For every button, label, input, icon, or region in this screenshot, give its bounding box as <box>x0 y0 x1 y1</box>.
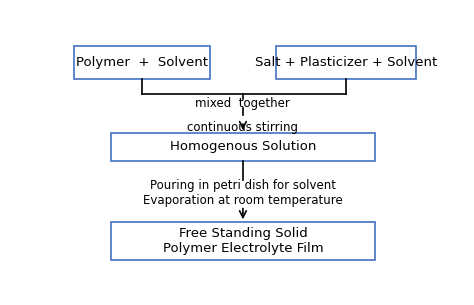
FancyBboxPatch shape <box>110 133 375 161</box>
FancyBboxPatch shape <box>110 222 375 260</box>
Text: continuous stirring: continuous stirring <box>187 120 299 134</box>
FancyBboxPatch shape <box>74 46 210 79</box>
Text: Free Standing Solid
Polymer Electrolyte Film: Free Standing Solid Polymer Electrolyte … <box>163 227 323 255</box>
Text: mixed  together: mixed together <box>195 97 291 110</box>
Text: Homogenous Solution: Homogenous Solution <box>170 141 316 153</box>
Text: Salt + Plasticizer + Solvent: Salt + Plasticizer + Solvent <box>255 56 437 69</box>
FancyBboxPatch shape <box>276 46 416 79</box>
Text: Pouring in petri dish for solvent
Evaporation at room temperature: Pouring in petri dish for solvent Evapor… <box>143 179 343 207</box>
Text: Polymer  +  Solvent: Polymer + Solvent <box>76 56 208 69</box>
